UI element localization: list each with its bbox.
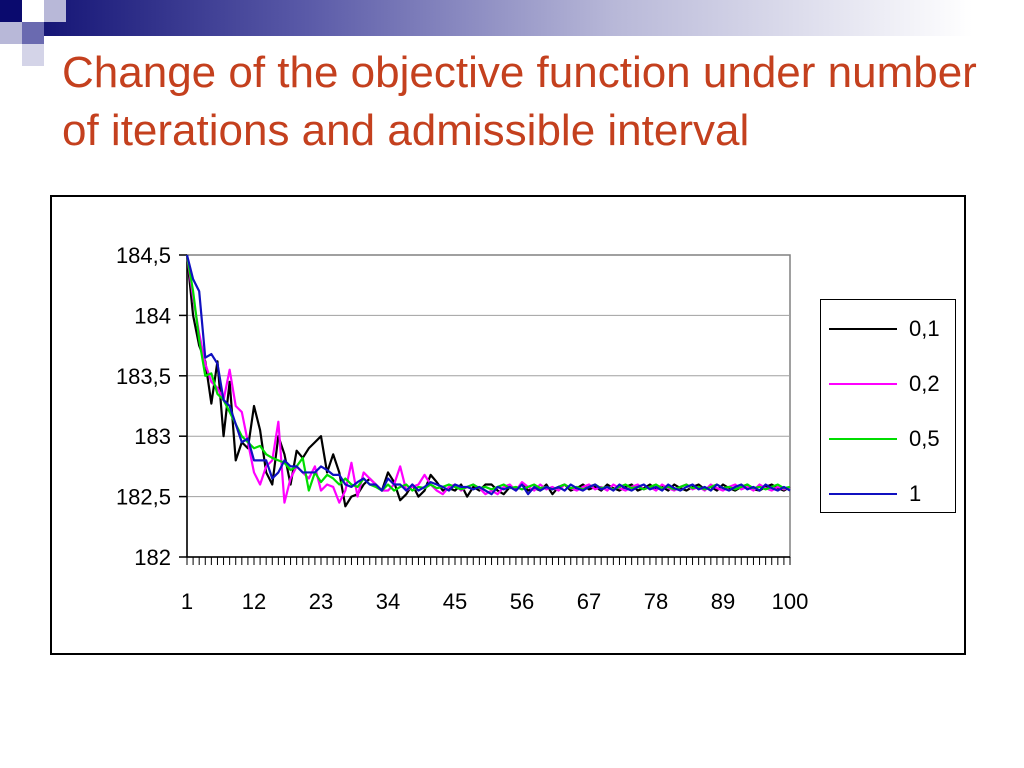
legend-swatch: [829, 438, 897, 440]
legend-label: 1: [909, 481, 922, 506]
legend-label: 0,5: [909, 426, 940, 451]
y-tick-label: 184,5: [116, 243, 171, 268]
series-line-0: [185, 254, 791, 508]
legend-swatch: [829, 383, 897, 385]
legend-label: 0,1: [909, 316, 940, 341]
legend-item-1: 1: [829, 479, 953, 509]
series-line-3: [185, 254, 791, 496]
title-band: [0, 0, 1024, 36]
legend-item-0-2: 0,2: [829, 369, 953, 399]
x-tick-label: 89: [711, 589, 735, 614]
x-tick-label: 78: [644, 589, 668, 614]
x-tick-label: 45: [443, 589, 467, 614]
legend-item-0-1: 0,1: [829, 314, 953, 344]
x-tick-label: 1: [181, 589, 193, 614]
legend-swatch: [829, 328, 897, 330]
plot-area: [186, 254, 791, 558]
x-tick-label: 12: [242, 589, 266, 614]
x-tick-label: 34: [376, 589, 400, 614]
legend-label: 0,2: [909, 371, 940, 396]
chart-legend: 0,1 0,2 0,5 1: [820, 299, 956, 513]
slide-title: Change of the objective function under n…: [62, 48, 977, 155]
x-tick-label: 100: [772, 589, 809, 614]
y-tick-label: 183: [134, 424, 171, 449]
x-tick-label: 23: [309, 589, 333, 614]
y-tick-label: 182,5: [116, 485, 171, 510]
y-tick-label: 182: [134, 545, 171, 570]
x-tick-label: 56: [510, 589, 534, 614]
legend-swatch: [829, 493, 897, 495]
y-tick-label: 183,5: [116, 364, 171, 389]
x-tick-label: 67: [577, 589, 601, 614]
line-chart: 182 182,5 183 183,5 184 184,5 1 12 23 34 45 56 67 78 8…: [116, 243, 809, 614]
chart-frame: 182 182,5 183 183,5 184 184,5 1 12 23 34 45 56 67 78 8…: [50, 195, 966, 655]
legend-item-0-5: 0,5: [829, 424, 953, 454]
y-tick-label: 184: [134, 303, 171, 328]
decorative-squares: [0, 0, 90, 70]
